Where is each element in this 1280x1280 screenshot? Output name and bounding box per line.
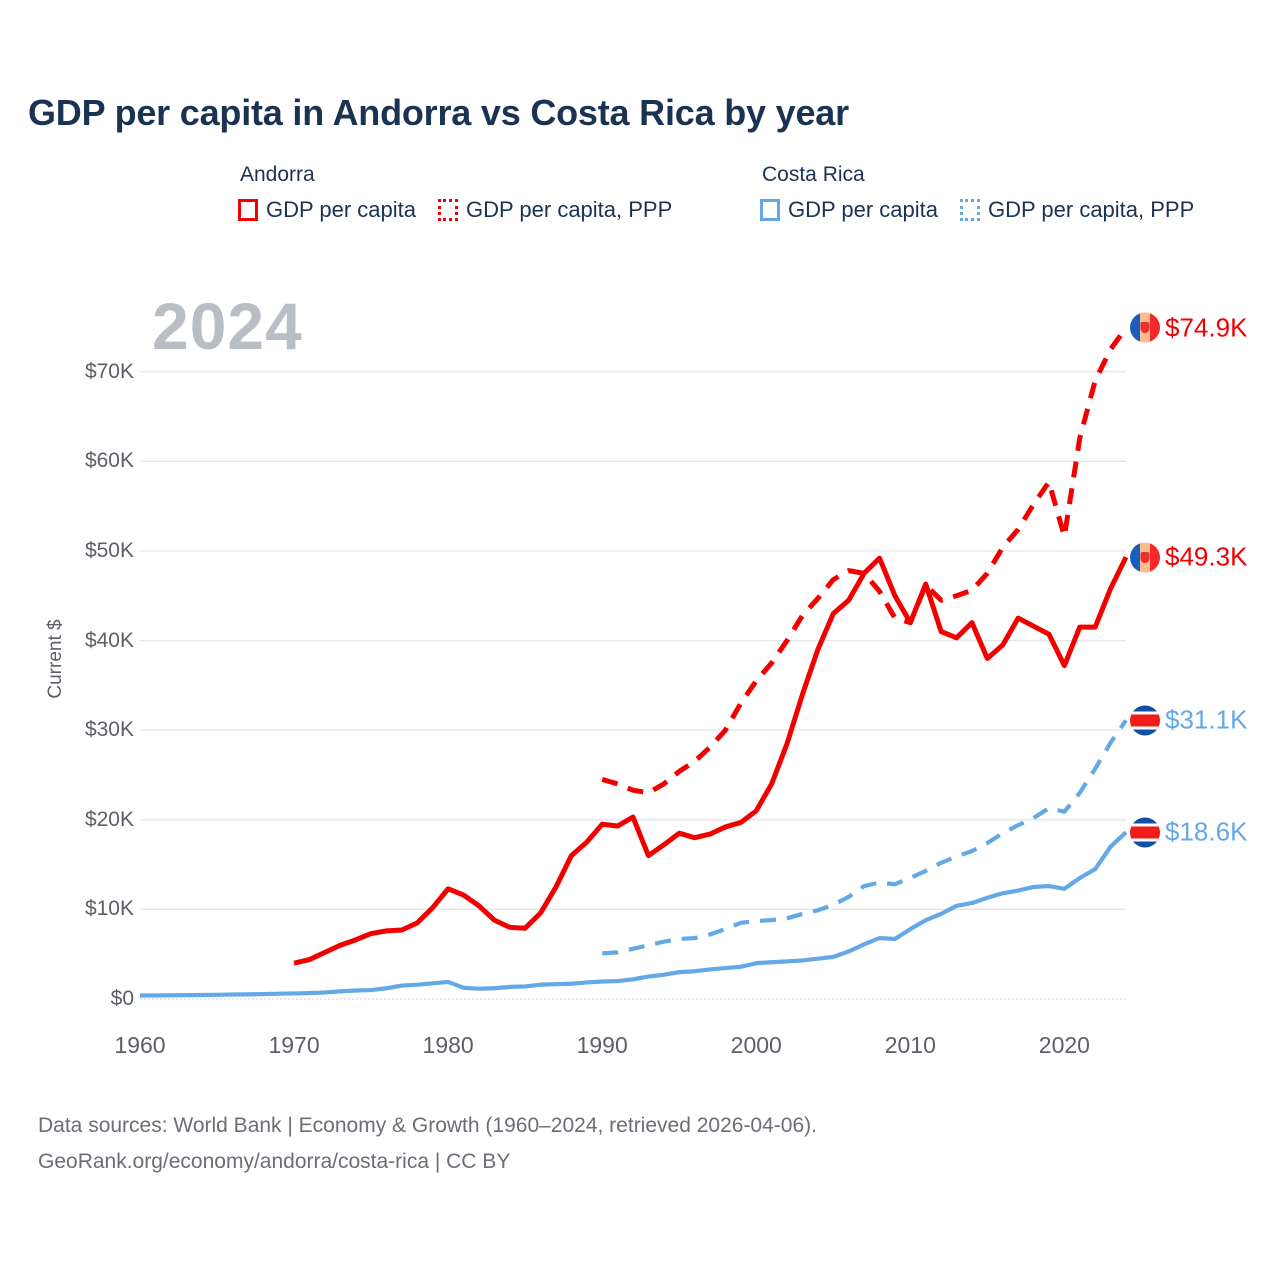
- costa-rica-flag-icon: [1130, 817, 1160, 848]
- legend-group-costa-rica: Costa Rica GDP per capita GDP per capita…: [760, 163, 1194, 223]
- footer-attribution: Data sources: World Bank | Economy & Gro…: [38, 1108, 817, 1180]
- y-axis-ticks: $0 $10K $20K $30K $40K $50K $60K $70K: [0, 0, 134, 1020]
- footer-line-2: GeoRank.org/economy/andorra/costa-rica |…: [38, 1150, 511, 1173]
- solid-square-outline-icon: [238, 199, 258, 221]
- dotted-square-outline-icon: [960, 199, 981, 221]
- legend-item-andorra-gdp[interactable]: GDP per capita: [238, 197, 416, 223]
- series-end-value: $31.1K: [1165, 704, 1248, 735]
- legend-item-label: GDP per capita, PPP: [466, 197, 673, 222]
- y-axis-tick-label: $30K: [84, 718, 134, 742]
- chart-legend: Andorra GDP per capita GDP per capita, P…: [238, 163, 1258, 243]
- andorra-flag-icon: [1130, 542, 1160, 573]
- costa-rica-flag-icon: [1130, 705, 1160, 736]
- legend-item-label: GDP per capita: [266, 197, 417, 222]
- coat-of-arms-icon: [1140, 322, 1150, 334]
- y-axis-tick-label: $10K: [84, 897, 134, 921]
- andorra-flag-icon: [1130, 312, 1160, 343]
- x-axis-tick-label: 1990: [576, 1032, 628, 1058]
- x-axis-tick-label: 1970: [268, 1032, 320, 1058]
- series-line: [602, 719, 1128, 956]
- legend-item-costa-rica-gdp-ppp[interactable]: GDP per capita, PPP: [960, 197, 1194, 223]
- series-end-label: $49.3K: [1130, 542, 1247, 573]
- solid-square-outline-icon: [760, 199, 780, 221]
- series-end-value: $49.3K: [1165, 541, 1248, 572]
- x-axis-tick-label: 1980: [422, 1032, 474, 1058]
- legend-item-andorra-gdp-ppp[interactable]: GDP per capita, PPP: [438, 197, 672, 223]
- legend-item-costa-rica-gdp[interactable]: GDP per capita: [760, 197, 938, 223]
- legend-group-andorra: Andorra GDP per capita GDP per capita, P…: [238, 163, 672, 223]
- x-axis-tick-label: 2000: [730, 1032, 782, 1058]
- dotted-square-outline-icon: [438, 199, 459, 221]
- x-axis-tick-label: 2020: [1038, 1032, 1090, 1058]
- series-end-value: $74.9K: [1165, 312, 1248, 343]
- coat-of-arms-icon: [1140, 551, 1150, 563]
- x-axis-tick-label: 2010: [884, 1032, 936, 1058]
- series-end-label: $18.6K: [1130, 817, 1247, 848]
- x-axis-tick-label: 1960: [114, 1032, 166, 1058]
- series-end-label: $74.9K: [1130, 312, 1247, 343]
- y-axis-tick-label: $50K: [84, 538, 134, 562]
- footer-line-1: Data sources: World Bank | Economy & Gro…: [38, 1114, 817, 1137]
- y-axis-tick-label: $70K: [84, 359, 134, 383]
- series-line: [601, 326, 1129, 796]
- y-axis-tick-label: $40K: [84, 628, 134, 652]
- series-line: [293, 555, 1129, 966]
- series-end-value: $18.6K: [1165, 816, 1248, 847]
- legend-country-name: Costa Rica: [762, 163, 865, 186]
- legend-country-name: Andorra: [240, 163, 315, 186]
- series-end-label: $31.1K: [1130, 705, 1247, 736]
- series-line: [139, 830, 1128, 998]
- year-watermark: 2024: [152, 289, 303, 363]
- y-axis-tick-label: $0: [110, 987, 134, 1010]
- y-axis-tick-label: $60K: [84, 449, 134, 473]
- legend-item-label: GDP per capita: [788, 197, 939, 222]
- legend-item-label: GDP per capita, PPP: [988, 197, 1195, 222]
- page-title: GDP per capita in Andorra vs Costa Rica …: [28, 92, 849, 133]
- y-axis-tick-label: $20K: [84, 807, 134, 831]
